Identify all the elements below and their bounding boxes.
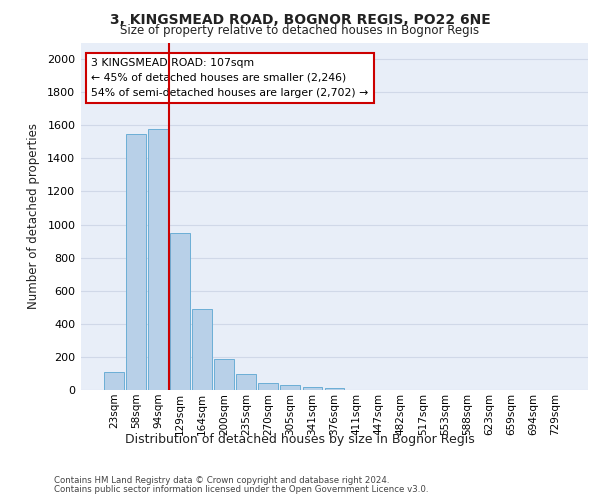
- Bar: [104, 372, 124, 390]
- Text: 3, KINGSMEAD ROAD, BOGNOR REGIS, PO22 6NE: 3, KINGSMEAD ROAD, BOGNOR REGIS, PO22 6N…: [110, 12, 490, 26]
- Bar: [236, 374, 256, 390]
- Text: Contains HM Land Registry data © Crown copyright and database right 2024.: Contains HM Land Registry data © Crown c…: [54, 476, 389, 485]
- Text: Contains public sector information licensed under the Open Government Licence v3: Contains public sector information licen…: [54, 485, 428, 494]
- Text: Size of property relative to detached houses in Bognor Regis: Size of property relative to detached ho…: [121, 24, 479, 37]
- Bar: [126, 134, 146, 390]
- Bar: [280, 385, 301, 390]
- Bar: [170, 233, 190, 390]
- Bar: [302, 386, 322, 390]
- Bar: [214, 358, 234, 390]
- Y-axis label: Number of detached properties: Number of detached properties: [28, 123, 40, 309]
- Bar: [325, 388, 344, 390]
- Bar: [259, 382, 278, 390]
- Bar: [148, 130, 168, 390]
- Text: Distribution of detached houses by size in Bognor Regis: Distribution of detached houses by size …: [125, 432, 475, 446]
- Bar: [192, 309, 212, 390]
- Text: 3 KINGSMEAD ROAD: 107sqm
← 45% of detached houses are smaller (2,246)
54% of sem: 3 KINGSMEAD ROAD: 107sqm ← 45% of detach…: [91, 58, 368, 98]
